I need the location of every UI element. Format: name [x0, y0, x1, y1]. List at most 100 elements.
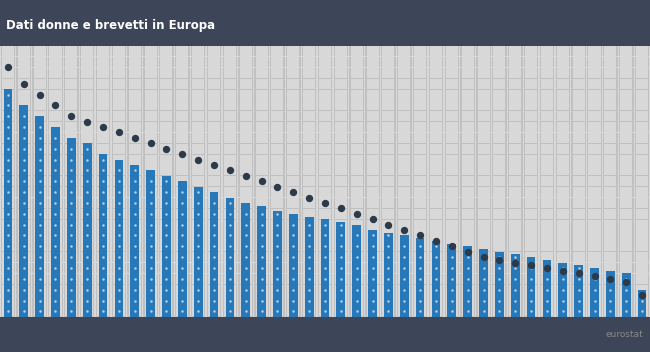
- FancyBboxPatch shape: [81, 46, 93, 56]
- FancyBboxPatch shape: [413, 133, 428, 143]
- FancyBboxPatch shape: [381, 274, 396, 284]
- FancyBboxPatch shape: [367, 165, 378, 176]
- FancyBboxPatch shape: [175, 89, 190, 100]
- FancyBboxPatch shape: [96, 122, 111, 132]
- FancyBboxPatch shape: [112, 57, 126, 67]
- Point: [240, 173, 251, 179]
- FancyBboxPatch shape: [191, 144, 205, 154]
- FancyBboxPatch shape: [143, 208, 158, 219]
- Point: [399, 254, 410, 260]
- FancyBboxPatch shape: [191, 122, 205, 132]
- FancyBboxPatch shape: [2, 144, 14, 154]
- FancyBboxPatch shape: [191, 165, 205, 176]
- Bar: [273, 211, 282, 317]
- Point: [399, 265, 410, 271]
- FancyBboxPatch shape: [635, 144, 649, 154]
- Point: [129, 200, 140, 206]
- FancyBboxPatch shape: [365, 154, 380, 165]
- FancyBboxPatch shape: [191, 187, 205, 197]
- FancyBboxPatch shape: [159, 219, 174, 230]
- FancyBboxPatch shape: [303, 295, 315, 306]
- FancyBboxPatch shape: [159, 252, 174, 263]
- FancyBboxPatch shape: [478, 144, 489, 154]
- FancyBboxPatch shape: [18, 78, 30, 89]
- FancyBboxPatch shape: [208, 57, 220, 67]
- Point: [66, 276, 77, 282]
- FancyBboxPatch shape: [350, 122, 364, 132]
- FancyBboxPatch shape: [382, 165, 395, 176]
- FancyBboxPatch shape: [49, 263, 62, 273]
- FancyBboxPatch shape: [557, 187, 569, 197]
- FancyBboxPatch shape: [287, 176, 299, 186]
- Point: [478, 265, 489, 271]
- FancyBboxPatch shape: [127, 230, 142, 241]
- FancyBboxPatch shape: [429, 133, 443, 143]
- Point: [272, 184, 283, 189]
- FancyBboxPatch shape: [176, 198, 188, 208]
- FancyBboxPatch shape: [381, 144, 396, 154]
- Point: [82, 244, 92, 249]
- FancyBboxPatch shape: [81, 209, 93, 219]
- Point: [272, 254, 283, 260]
- FancyBboxPatch shape: [492, 165, 507, 176]
- FancyBboxPatch shape: [446, 274, 458, 284]
- FancyBboxPatch shape: [239, 100, 253, 111]
- Point: [146, 298, 156, 303]
- FancyBboxPatch shape: [367, 133, 378, 143]
- FancyBboxPatch shape: [573, 68, 585, 78]
- FancyBboxPatch shape: [636, 187, 648, 197]
- FancyBboxPatch shape: [430, 295, 442, 306]
- Point: [19, 222, 29, 227]
- FancyBboxPatch shape: [129, 100, 141, 111]
- FancyBboxPatch shape: [143, 78, 158, 89]
- FancyBboxPatch shape: [382, 78, 395, 89]
- FancyBboxPatch shape: [97, 155, 109, 165]
- FancyBboxPatch shape: [508, 295, 523, 306]
- FancyBboxPatch shape: [240, 209, 252, 219]
- FancyBboxPatch shape: [524, 57, 538, 67]
- FancyBboxPatch shape: [302, 144, 317, 154]
- FancyBboxPatch shape: [2, 176, 14, 186]
- Point: [82, 222, 92, 227]
- FancyBboxPatch shape: [254, 154, 269, 165]
- FancyBboxPatch shape: [333, 284, 348, 295]
- FancyBboxPatch shape: [175, 241, 190, 252]
- FancyBboxPatch shape: [430, 165, 442, 176]
- FancyBboxPatch shape: [161, 155, 172, 165]
- Point: [384, 276, 394, 282]
- FancyBboxPatch shape: [32, 241, 47, 252]
- FancyBboxPatch shape: [429, 68, 443, 78]
- FancyBboxPatch shape: [382, 306, 395, 316]
- FancyBboxPatch shape: [208, 306, 220, 316]
- FancyBboxPatch shape: [49, 144, 62, 154]
- FancyBboxPatch shape: [397, 295, 411, 306]
- FancyBboxPatch shape: [525, 241, 537, 251]
- FancyBboxPatch shape: [429, 230, 443, 241]
- FancyBboxPatch shape: [335, 306, 347, 316]
- FancyBboxPatch shape: [303, 78, 315, 89]
- Point: [146, 140, 156, 146]
- FancyBboxPatch shape: [191, 252, 205, 263]
- FancyBboxPatch shape: [286, 78, 300, 89]
- FancyBboxPatch shape: [381, 68, 396, 78]
- FancyBboxPatch shape: [478, 231, 489, 240]
- FancyBboxPatch shape: [129, 133, 141, 143]
- Point: [558, 298, 568, 303]
- FancyBboxPatch shape: [239, 295, 253, 306]
- FancyBboxPatch shape: [335, 57, 347, 67]
- FancyBboxPatch shape: [48, 165, 63, 176]
- FancyBboxPatch shape: [635, 187, 649, 197]
- FancyBboxPatch shape: [381, 241, 396, 252]
- Point: [240, 287, 251, 293]
- Point: [573, 265, 584, 271]
- FancyBboxPatch shape: [556, 111, 570, 121]
- FancyBboxPatch shape: [18, 57, 30, 67]
- FancyBboxPatch shape: [478, 241, 489, 251]
- Point: [367, 287, 378, 293]
- FancyBboxPatch shape: [524, 295, 538, 306]
- FancyBboxPatch shape: [143, 306, 158, 317]
- Bar: [368, 230, 377, 317]
- FancyBboxPatch shape: [524, 198, 538, 208]
- FancyBboxPatch shape: [333, 68, 348, 78]
- FancyBboxPatch shape: [113, 274, 125, 284]
